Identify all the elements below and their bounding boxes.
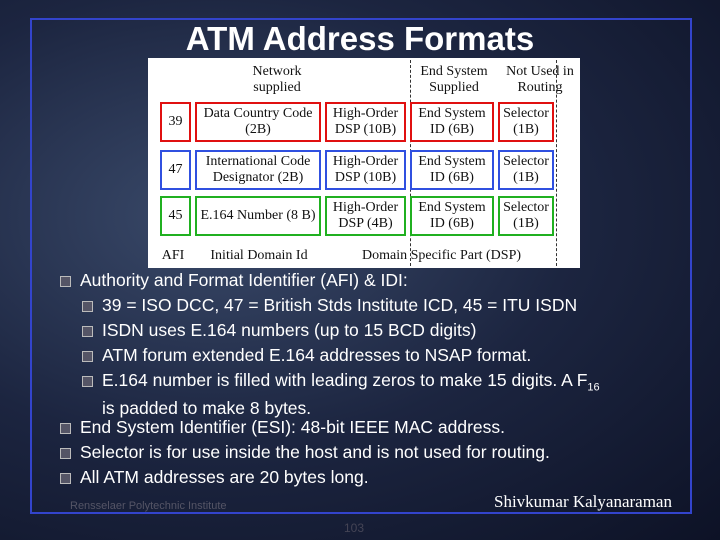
diagram-cell: E.164 Number (8 B): [195, 196, 321, 236]
text: E.164 number is filled with leading zero…: [102, 370, 588, 390]
footer-institute: Rensselaer Polytechnic Institute: [70, 500, 227, 512]
bullet-icon: [82, 351, 93, 362]
bullet-icon: [60, 473, 71, 484]
footer-author: Shivkumar Kalyanaraman: [494, 492, 672, 511]
diagram-footer: Domain Specific Part (DSP): [361, 248, 522, 263]
diagram: Network supplied End System Supplied Not U…: [148, 58, 580, 268]
diagram-cell: International Code Designator (2B): [195, 150, 321, 190]
diagram-cell: 45: [160, 196, 191, 236]
bullet-icon: [82, 376, 93, 387]
bullet-text: 39 = ISO DCC, 47 = British Stds Institut…: [102, 295, 577, 315]
diagram-cell: Selector (1B): [498, 102, 554, 142]
bullet-text: ATM forum extended E.164 addresses to NS…: [102, 345, 531, 365]
text: is padded to make 8 bytes.: [102, 397, 312, 418]
bullet-text: End System Identifier (ESI): 48-bit IEEE…: [80, 417, 505, 437]
diagram-cell: Data Country Code (2B): [195, 102, 321, 142]
bullet-text: Authority and Format Identifier (AFI) & …: [80, 270, 408, 290]
diagram-header: Not Used in Routing: [506, 64, 574, 95]
frame: [30, 18, 692, 514]
diagram-cell: 47: [160, 150, 191, 190]
text: All ATM addresses are 20 bytes long.: [80, 467, 369, 487]
text: ATM forum extended E.164 addresses to NS…: [102, 345, 532, 365]
diagram-cell: High-Order DSP (10B): [325, 150, 406, 190]
bullet-icon: [82, 301, 93, 312]
diagram-cell: End System ID (6B): [410, 150, 494, 190]
diagram-cell: 39: [160, 102, 191, 142]
bullet-text: E.164 number is filled with leading zero…: [102, 370, 600, 418]
bullet-text: Selector is for use inside the host and …: [80, 442, 550, 462]
bullet-icon: [82, 326, 93, 337]
bullet-text: ISDN uses E.164 numbers (up to 15 BCD di…: [102, 320, 476, 340]
diagram-cell: End System ID (6B): [410, 102, 494, 142]
title: ATM Address Formats: [185, 20, 535, 57]
diagram-cell: Selector (1B): [498, 196, 554, 236]
page-number: 103: [344, 521, 365, 535]
diagram-footer: Initial Domain Id: [210, 248, 308, 263]
text: End System Identifier (ESI): 48-bit IEEE…: [80, 417, 506, 437]
divider: [556, 60, 557, 266]
bullet-text: All ATM addresses are 20 bytes long.: [80, 467, 369, 487]
text: Selector is for use inside the host and …: [80, 442, 550, 462]
bullet-icon: [60, 448, 71, 459]
diagram-cell: End System ID (6B): [410, 196, 494, 236]
diagram-cell: Selector (1B): [498, 150, 554, 190]
text: 39 = ISO DCC, 47 = British Stds Institut…: [102, 295, 578, 315]
diagram-cell: High-Order DSP (10B): [325, 102, 406, 142]
bullet-icon: [60, 423, 71, 434]
text: ISDN uses E.164 numbers (up to 15 BCD di…: [102, 320, 477, 340]
text: Authority and Format Identifier (AFI) & …: [80, 270, 408, 290]
subscript: 16: [587, 381, 600, 394]
diagram-cell: High-Order DSP (4B): [325, 196, 406, 236]
diagram-footer: AFI: [161, 248, 185, 263]
diagram-header: End System Supplied: [420, 64, 488, 95]
bullet-icon: [60, 276, 71, 287]
diagram-header: Network supplied: [252, 64, 302, 95]
